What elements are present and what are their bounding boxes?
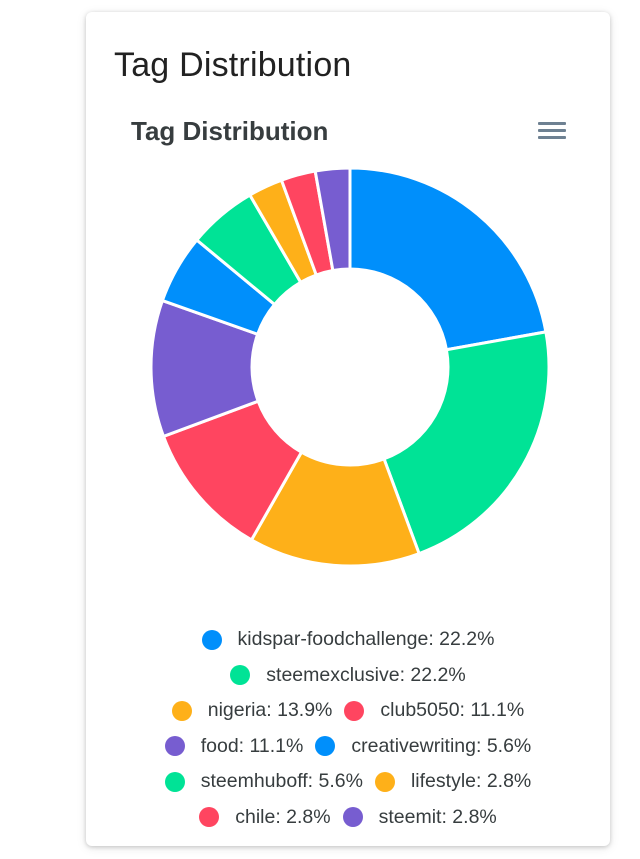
chart-title: Tag Distribution xyxy=(131,116,329,146)
legend-item-chile[interactable]: chile: 2.8% xyxy=(199,805,331,829)
legend-row: steemexclusive: 22.2% xyxy=(86,658,610,694)
legend-marker xyxy=(230,665,251,686)
legend-marker xyxy=(201,629,222,650)
legend-marker xyxy=(315,736,336,757)
legend-item-kidspar-foodchallenge[interactable]: kidspar-foodchallenge: 22.2% xyxy=(201,628,495,651)
chart-menu-button[interactable] xyxy=(538,119,568,145)
donut-chart xyxy=(149,166,551,568)
legend-label: creativewriting: 5.6% xyxy=(351,734,532,757)
legend-marker xyxy=(342,807,363,828)
legend-label: chile: 2.8% xyxy=(235,805,331,828)
legend-marker xyxy=(164,771,185,792)
hamburger-menu-icon xyxy=(538,136,566,139)
chart-legend: kidspar-foodchallenge: 22.2% steemexclusi… xyxy=(86,622,610,835)
hamburger-menu-icon xyxy=(538,122,566,125)
legend-label: nigeria: 13.9% xyxy=(207,699,333,722)
legend-label: food: 11.1% xyxy=(200,734,304,757)
legend-label: lifestyle: 2.8% xyxy=(410,770,532,793)
legend-row: kidspar-foodchallenge: 22.2% xyxy=(86,622,610,658)
legend-item-nigeria[interactable]: nigeria: 13.9% xyxy=(171,699,333,722)
legend-item-lifestyle[interactable]: lifestyle: 2.8% xyxy=(374,770,532,793)
legend-label: steemit: 2.8% xyxy=(378,805,497,828)
donut-slice-kidspar-foodchallenge[interactable] xyxy=(348,166,548,352)
legend-item-steemexclusive[interactable]: steemexclusive: 22.2% xyxy=(230,663,466,687)
donut-slice-steemexclusive[interactable] xyxy=(382,330,551,556)
legend-label: club5050: 11.1% xyxy=(380,699,525,722)
legend-row: food: 11.1% creativewriting: 5.6% xyxy=(86,729,610,765)
legend-row: chile: 2.8% steemit: 2.8% xyxy=(86,800,610,836)
legend-marker xyxy=(344,700,365,721)
legend-item-food[interactable]: food: 11.1% xyxy=(164,734,304,758)
legend-label: kidspar-foodchallenge: 22.2% xyxy=(237,628,495,651)
legend-marker xyxy=(374,771,395,792)
card-title: Tag Distribution xyxy=(114,46,352,84)
legend-marker xyxy=(199,807,220,828)
legend-marker xyxy=(171,700,192,721)
legend-marker xyxy=(164,736,185,757)
legend-item-steemit[interactable]: steemit: 2.8% xyxy=(342,805,497,829)
legend-item-steemhuboff[interactable]: steemhuboff: 5.6% xyxy=(164,770,363,793)
legend-row: nigeria: 13.9% club5050: 11.1% xyxy=(86,693,610,729)
legend-label: steemhuboff: 5.6% xyxy=(200,770,363,793)
legend-row: steemhuboff: 5.6% lifestyle: 2.8% xyxy=(86,764,610,800)
chart-card: Tag Distribution Tag Distribution kidspa… xyxy=(86,12,610,846)
legend-item-creativewriting[interactable]: creativewriting: 5.6% xyxy=(315,735,531,758)
hamburger-menu-icon xyxy=(538,129,566,132)
legend-item-club5050[interactable]: club5050: 11.1% xyxy=(344,699,524,722)
legend-label: steemexclusive: 22.2% xyxy=(266,663,466,686)
donut-slice-steemit[interactable] xyxy=(313,166,352,273)
